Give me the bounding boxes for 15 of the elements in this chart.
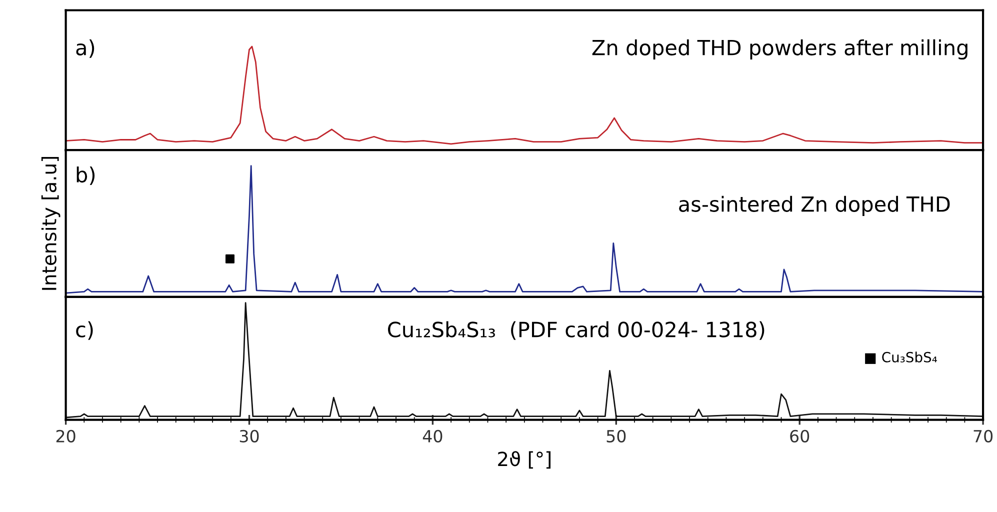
annotation: Zn doped THD powders after milling (592, 39, 968, 60)
annotation: Cu₁₂Sb₄S₁₃ (PDF card 00-024- 1318) (388, 321, 764, 340)
x-tick-label: 60 (790, 430, 810, 442)
annotation: c) (76, 321, 93, 340)
x-tick-label: 40 (422, 430, 442, 442)
annotation: ■ Cu₃SbS₄ (865, 352, 937, 364)
annotation: as-sintered Zn doped THD (679, 196, 950, 216)
x-axis-title: 2ϑ [°] (498, 451, 550, 469)
y-axis-title: Intensity [a.u] (41, 157, 60, 290)
x-tick-label: 20 (56, 430, 76, 442)
x-tick-label: 50 (606, 430, 626, 442)
annotation: a) (76, 39, 94, 58)
annotation: b) (76, 166, 95, 186)
x-tick-label: 70 (974, 430, 993, 442)
x-tick-label: 30 (240, 430, 259, 442)
